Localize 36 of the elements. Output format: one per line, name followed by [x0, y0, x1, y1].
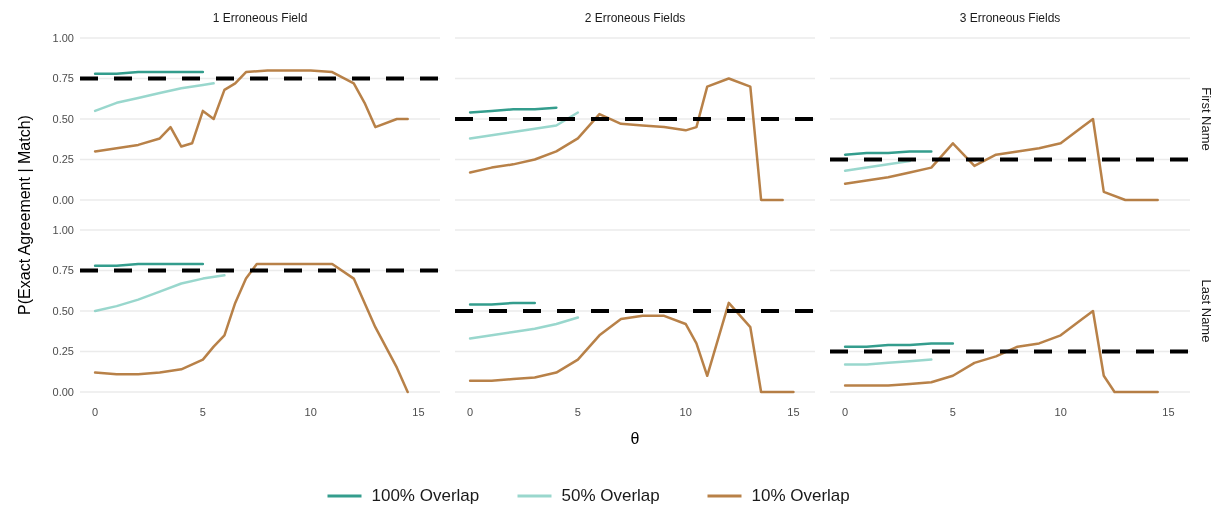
- y-tick-label: 0.50: [52, 112, 74, 125]
- y-tick-label: 0.50: [52, 304, 74, 317]
- x-tick-label: 10: [1054, 406, 1067, 418]
- y-tick-label: 0.00: [52, 193, 74, 206]
- y-tick-label: 1.00: [52, 223, 74, 236]
- chart-title: 2 Erroneous Fields: [584, 11, 686, 25]
- y-tick-label: 0.00: [52, 385, 74, 398]
- chart-title: 1 Erroneous Field: [212, 11, 308, 25]
- x-tick-label: 0: [92, 406, 99, 418]
- x-tick-label: 0: [467, 406, 474, 418]
- y2-axis-title: First Name: [1199, 87, 1214, 151]
- y-tick-label: 0.25: [52, 153, 74, 166]
- x-tick-label: 5: [199, 406, 206, 418]
- x-tick-label: 5: [574, 406, 581, 418]
- x-tick-label: 15: [1162, 406, 1175, 418]
- y-tick-label: 0.25: [52, 345, 74, 358]
- x-tick-label: 10: [304, 406, 317, 418]
- chart-title: 3 Erroneous Fields: [959, 11, 1061, 25]
- x-tick-label: 0: [842, 406, 849, 418]
- legend-label: 100% Overlap: [371, 486, 480, 505]
- legend-label: 50% Overlap: [561, 486, 660, 505]
- x-tick-label: 5: [949, 406, 956, 418]
- line-series: [93, 69, 409, 153]
- x-tick-label: 15: [412, 406, 425, 418]
- line-series: [93, 274, 226, 313]
- y-axis-title: P(Exact Agreement | Match): [16, 115, 33, 315]
- y-tick-label: 0.75: [52, 72, 74, 85]
- x-tick-label: 10: [679, 406, 692, 418]
- y-tick-label: 1.00: [52, 31, 74, 44]
- line-series: [93, 82, 215, 113]
- line-series: [93, 262, 409, 394]
- x-axis-title: θ: [630, 430, 640, 447]
- y2-axis-title: Last Name: [1199, 279, 1214, 343]
- legend-label: 10% Overlap: [751, 486, 850, 505]
- y-tick-label: 0.75: [52, 264, 74, 277]
- x-tick-label: 15: [787, 406, 800, 418]
